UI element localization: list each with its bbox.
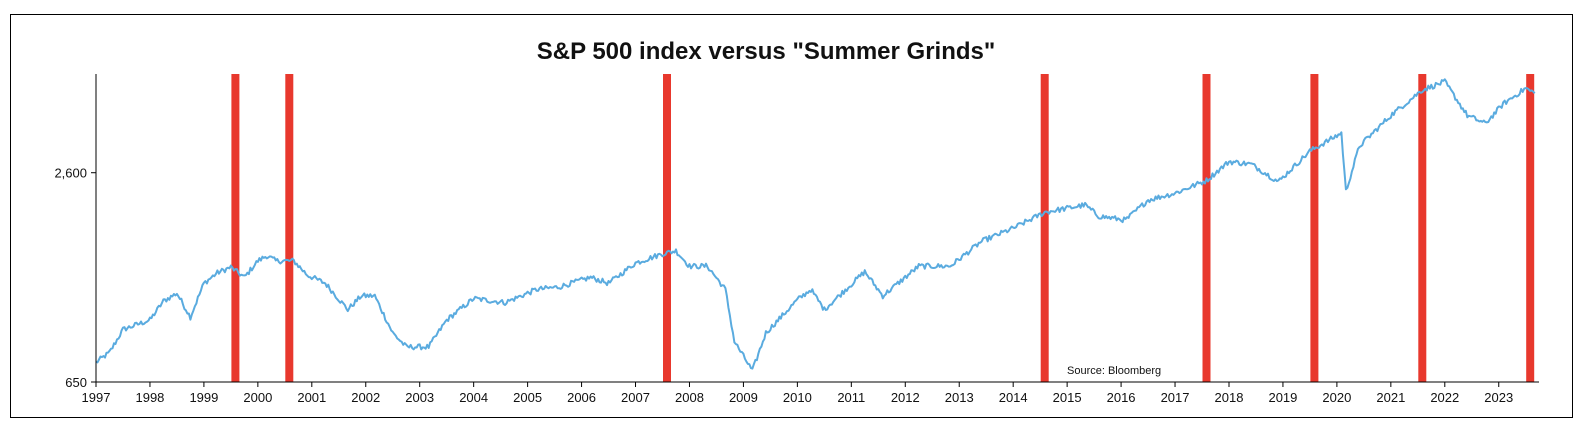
x-tick-label-2: 1999 [189, 390, 218, 405]
x-tick-label-16: 2013 [945, 390, 974, 405]
x-tick-label-0: 1997 [82, 390, 111, 405]
x-tick-label-5: 2002 [351, 390, 380, 405]
highlight-bar-4 [1202, 74, 1211, 382]
x-tick-label-1: 1998 [135, 390, 164, 405]
highlight-bar-6 [1418, 74, 1427, 382]
x-tick-label-10: 2007 [621, 390, 650, 405]
highlight-bar-1 [285, 74, 294, 382]
x-tick-label-7: 2004 [459, 390, 488, 405]
chart-frame: S&P 500 index versus "Summer Grinds" 650… [10, 14, 1573, 418]
highlight-bar-0 [231, 74, 240, 382]
x-tick-label-25: 2022 [1430, 390, 1459, 405]
x-ticks: 1997 1998 1999 2000 2001 2002 2003 2004 2005 2006… [82, 382, 1513, 405]
x-tick-label-13: 2010 [783, 390, 812, 405]
x-tick-label-15: 2012 [891, 390, 920, 405]
y-tick-label-0: 650 [65, 375, 87, 390]
x-tick-label-18: 2015 [1053, 390, 1082, 405]
x-tick-label-23: 2020 [1322, 390, 1351, 405]
x-tick-label-4: 2001 [297, 390, 326, 405]
chart-title: S&P 500 index versus "Summer Grinds" [537, 38, 996, 65]
x-tick-label-3: 2000 [243, 390, 272, 405]
x-tick-label-19: 2016 [1107, 390, 1136, 405]
x-tick-label-17: 2014 [999, 390, 1028, 405]
y-ticks: 650 2,600 [54, 166, 96, 390]
x-tick-label-8: 2005 [513, 390, 542, 405]
highlight-bars [231, 74, 1535, 382]
x-tick-label-24: 2021 [1376, 390, 1405, 405]
series-group [95, 78, 1536, 370]
x-tick-label-14: 2011 [837, 390, 865, 405]
highlight-bar-3 [1040, 74, 1049, 382]
highlight-bar-2 [663, 74, 671, 382]
x-tick-label-6: 2003 [405, 390, 434, 405]
x-tick-label-9: 2006 [567, 390, 596, 405]
x-tick-label-21: 2018 [1215, 390, 1244, 405]
series-line [95, 78, 1536, 370]
highlight-bar-5 [1310, 74, 1319, 382]
x-tick-label-26: 2023 [1484, 390, 1513, 405]
x-tick-label-11: 2008 [675, 390, 704, 405]
highlight-bar-7 [1526, 74, 1535, 382]
x-tick-label-20: 2017 [1161, 390, 1190, 405]
source-note: Source: Bloomberg [1067, 365, 1161, 377]
x-tick-label-22: 2019 [1268, 390, 1297, 405]
x-tick-label-12: 2009 [729, 390, 758, 405]
line-chart: S&P 500 index versus "Summer Grinds" 650… [54, 38, 1539, 405]
y-tick-label-1: 2,600 [54, 166, 87, 181]
